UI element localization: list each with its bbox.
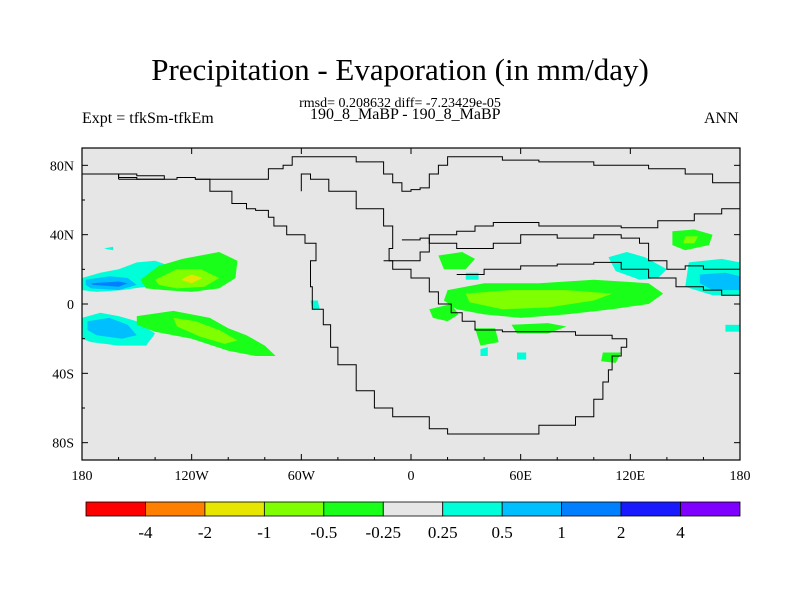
- y-tick-label: 40S: [52, 367, 74, 382]
- region-pacific-south-core: [87, 317, 137, 339]
- colorbar-label: -2: [198, 523, 212, 542]
- x-tick-label: 60W: [288, 469, 316, 484]
- colorbar-label: -0.5: [310, 523, 337, 542]
- colorbar-label: -1: [257, 523, 271, 542]
- region-south-pacific-lime: [173, 317, 238, 344]
- y-tick-label: 0: [67, 298, 74, 313]
- x-tick-label: 120E: [616, 469, 646, 484]
- map-region-layer: [82, 229, 740, 363]
- region-north-east-lime: [683, 236, 698, 244]
- x-tick-label: 60E: [509, 469, 532, 484]
- region-tropical-lime-belt: [465, 290, 613, 310]
- colorbar-swatch: [680, 501, 741, 517]
- coastline-supercontinent-outline: [195, 156, 741, 192]
- y-tick-label: 80S: [52, 437, 74, 452]
- region-far-east-blue: [699, 272, 740, 291]
- colorbar-label: -4: [138, 523, 153, 542]
- colorbar-label: 4: [676, 523, 685, 542]
- colorbar-label: 1: [557, 523, 566, 542]
- colorbar-swatch: [501, 501, 563, 517]
- case-label: 190_8_MaBP - 190_8_MaBP: [310, 106, 501, 123]
- region-pacific-north-deep: [91, 281, 128, 287]
- y-tick-label: 80N: [50, 159, 74, 174]
- colorbar-label: 0.5: [492, 523, 513, 542]
- chart-title: Precipitation - Evaporation (in mm/day): [151, 52, 649, 87]
- colorbar-swatch: [561, 501, 622, 517]
- coastline-island-pacific: [118, 173, 165, 180]
- colorbar-swatch: [382, 501, 444, 517]
- region-east-africa-green: [601, 352, 622, 363]
- stats-line: rmsd= 0.208632 diff= -7.23429e-05: [299, 96, 501, 111]
- colorbar-swatch: [204, 501, 265, 517]
- axis-ticks: 180 120W 60W 0 60E 120E 180 80N 40N 0 40S 80S: [50, 148, 751, 484]
- region-mid-cyan-2: [517, 352, 527, 360]
- colorbar: -4 -2 -1 -0.5 -0.25 0.25 0.5 1 2 4: [85, 501, 741, 542]
- x-tick-label: 0: [408, 469, 415, 484]
- region-mid-cyan-1: [465, 272, 479, 280]
- colorbar-swatch: [442, 501, 503, 517]
- colorbar-swatch: [263, 501, 325, 517]
- region-east-green-blob: [511, 323, 567, 334]
- colorbar-label: 0.25: [428, 523, 458, 542]
- coastline-layer: [82, 156, 741, 435]
- region-madagascar-green: [475, 328, 499, 346]
- region-pacific-north-yellow: [180, 274, 203, 284]
- experiment-label: Expt = tfkSm-tfkEm: [82, 110, 214, 127]
- region-far-east-cyan-small: [725, 324, 740, 332]
- coastline-americas-outline: [82, 173, 628, 435]
- region-small-south-cyan: [480, 347, 488, 356]
- colorbar-swatch: [145, 501, 206, 517]
- season-label: ANN: [704, 110, 739, 127]
- coastline-asia-south-coast: [456, 261, 740, 296]
- colorbar-swatch: [85, 501, 146, 517]
- colorbar-label: -0.25: [366, 523, 401, 542]
- colorbar-swatch: [620, 501, 681, 517]
- coastline-tethys-inlet: [401, 234, 740, 270]
- colorbar-swatch: [323, 501, 384, 517]
- y-tick-label: 40N: [50, 229, 74, 244]
- region-north-atlantic-cyan: [103, 246, 114, 251]
- colorbar-label: 2: [617, 523, 626, 542]
- x-tick-label: 180: [72, 469, 93, 484]
- x-tick-label: 120W: [175, 469, 210, 484]
- region-tethys-cyan: [608, 252, 667, 280]
- x-tick-label: 180: [730, 469, 751, 484]
- region-tethys-green: [438, 252, 475, 270]
